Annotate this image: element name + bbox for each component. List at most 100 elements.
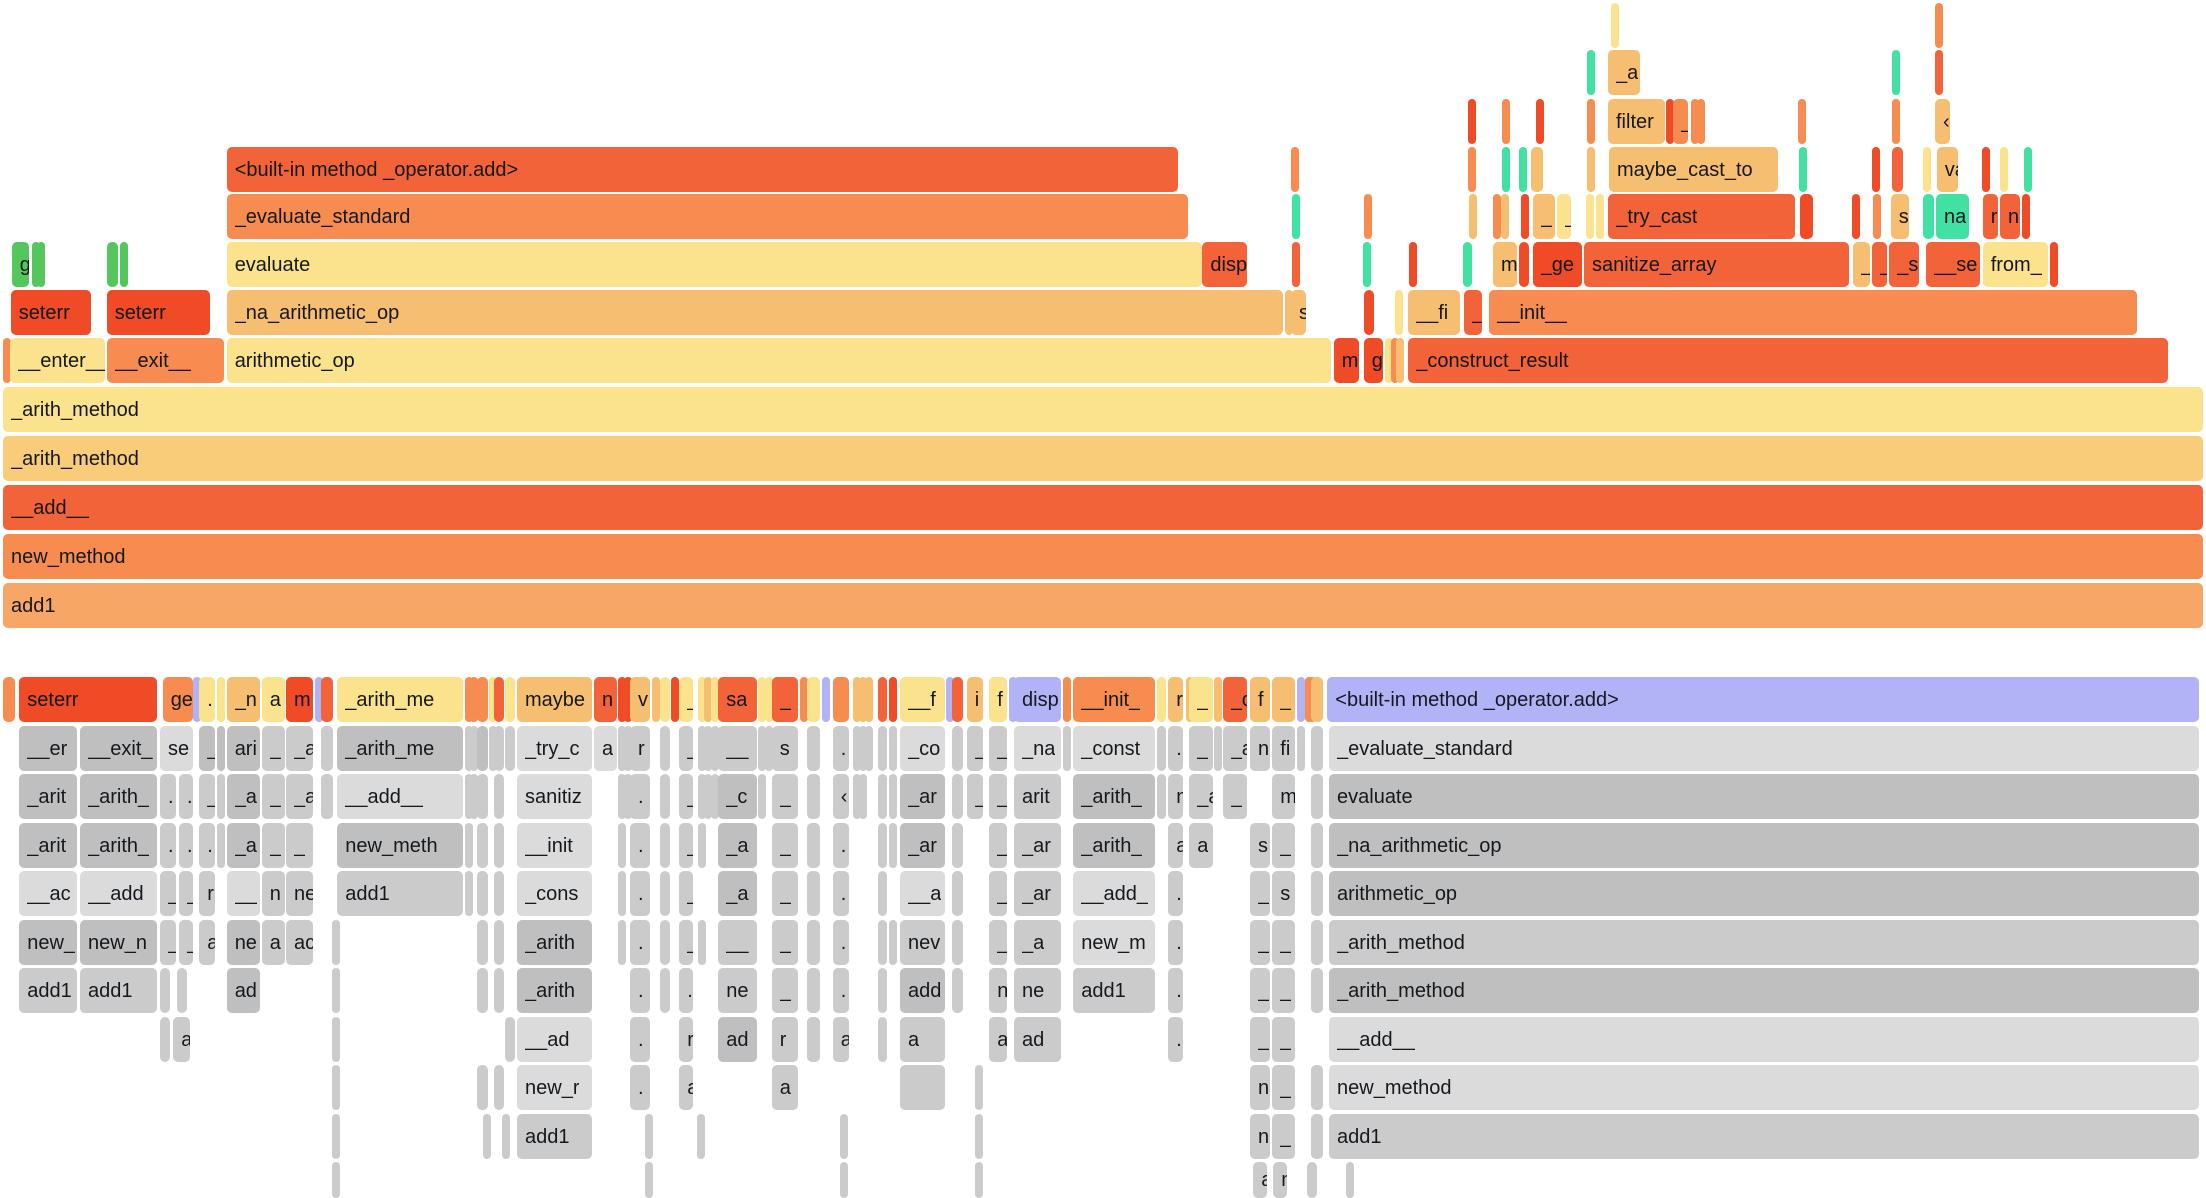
frame[interactable]: __f [900,677,945,722]
frame[interactable]: r [1982,194,1999,239]
frame[interactable] [2,338,11,383]
frame[interactable]: _na [1014,726,1061,771]
frame[interactable]: a [1253,1162,1267,1198]
frame[interactable] [1310,968,1324,1013]
frame[interactable] [1062,677,1071,722]
frame[interactable]: _ [989,920,1007,965]
frame[interactable] [951,968,964,1013]
frame[interactable] [1666,99,1674,144]
frame[interactable] [765,677,773,722]
frame[interactable] [1292,194,1300,239]
frame[interactable] [1923,194,1934,239]
frame[interactable] [494,677,504,722]
frame[interactable] [465,871,473,916]
frame[interactable]: __init__ [1489,290,2137,335]
frame[interactable]: . [1168,968,1184,1013]
frame[interactable] [1981,147,1990,192]
frame[interactable] [1310,871,1324,916]
frame[interactable] [1468,147,1476,192]
frame[interactable] [807,677,820,722]
frame[interactable] [160,1017,170,1062]
frame[interactable]: r [679,1017,693,1062]
frame[interactable] [1214,726,1223,771]
frame[interactable] [1922,147,1931,192]
frame[interactable] [2024,147,2032,192]
frame[interactable]: _ [1250,1017,1270,1062]
frame[interactable] [698,677,707,722]
frame[interactable] [618,823,627,868]
frame[interactable]: va [1936,147,1959,192]
frame[interactable]: nev [900,920,945,965]
frame[interactable]: n [2000,194,2020,239]
frame[interactable] [1157,774,1166,819]
frame[interactable]: ac [286,920,314,965]
frame[interactable] [1310,1065,1324,1110]
frame[interactable]: m [1493,242,1518,287]
frame[interactable] [660,871,670,916]
frame[interactable] [698,726,707,771]
frame[interactable] [807,968,820,1013]
frame[interactable]: n [989,968,1007,1013]
frame[interactable]: __fi [1408,290,1460,335]
frame[interactable]: n [1250,1114,1270,1159]
frame[interactable] [1296,677,1305,722]
frame[interactable]: f [989,677,1007,722]
frame[interactable] [489,677,498,722]
frame[interactable]: ne [718,968,757,1013]
frame[interactable]: _a [1189,774,1214,819]
frame[interactable] [2000,147,2008,192]
frame[interactable]: _ [199,774,215,819]
frame[interactable] [975,1162,983,1198]
frame[interactable]: _ [1272,920,1295,965]
frame[interactable]: _n [226,677,260,722]
frame[interactable] [1872,194,1881,239]
frame[interactable]: seterr [10,290,91,335]
frame[interactable] [651,677,660,722]
frame[interactable]: a [1168,823,1184,868]
frame[interactable]: seterr [19,677,158,722]
frame[interactable] [878,774,888,819]
frame[interactable]: _ [1272,1017,1295,1062]
frame[interactable]: . [630,774,650,819]
frame[interactable]: _ge [1532,242,1582,287]
frame[interactable]: _arith_ [1073,774,1155,819]
frame[interactable] [1310,726,1324,771]
frame[interactable] [698,774,707,819]
frame[interactable]: . [1168,920,1184,965]
frame[interactable] [315,677,323,722]
frame[interactable] [216,677,225,722]
frame[interactable] [758,677,767,722]
frame[interactable] [624,774,632,819]
frame[interactable] [494,823,504,868]
frame[interactable] [1531,147,1543,192]
frame[interactable] [618,774,627,819]
frame[interactable]: disp [1014,677,1061,722]
frame[interactable]: a [173,1017,190,1062]
frame[interactable]: na [1936,194,1970,239]
frame[interactable]: . [832,823,850,868]
frame[interactable]: new_n [80,920,158,965]
frame[interactable]: _ [160,871,176,916]
frame[interactable]: ari [226,726,260,771]
frame[interactable] [332,1065,340,1110]
frame[interactable]: . [832,968,850,1013]
frame[interactable] [1520,194,1529,239]
frame[interactable] [320,774,333,819]
frame[interactable]: a [261,677,285,722]
frame[interactable] [704,677,712,722]
frame[interactable] [618,726,627,771]
frame[interactable]: _arith [517,920,592,965]
frame[interactable] [332,920,340,965]
frame[interactable]: _ [771,920,799,965]
frame[interactable] [878,1017,888,1062]
frame[interactable]: . [679,968,693,1013]
frame[interactable]: __add_ [1073,871,1155,916]
frame[interactable]: a [832,1017,850,1062]
frame[interactable] [501,1114,510,1159]
frame[interactable]: _arith_ [1073,823,1155,868]
frame[interactable]: _ [989,823,1007,868]
frame[interactable] [1935,3,1943,48]
frame[interactable]: . [179,823,193,868]
frame[interactable]: _ [1464,290,1482,335]
frame[interactable]: . [1168,726,1184,771]
